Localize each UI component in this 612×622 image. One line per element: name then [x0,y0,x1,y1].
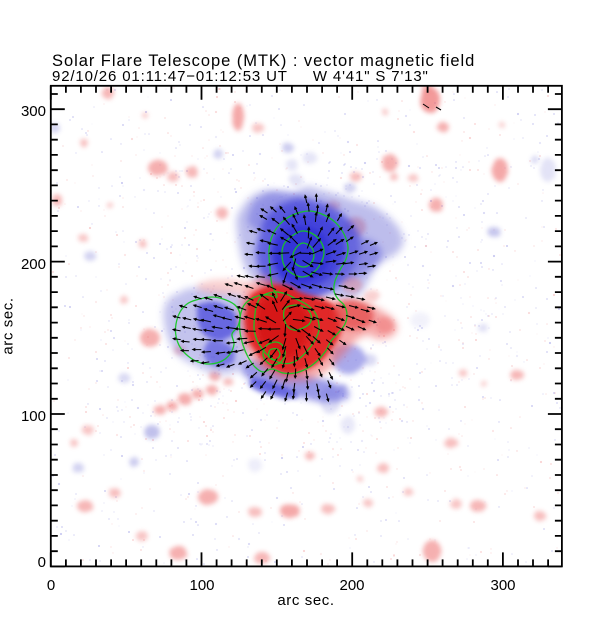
svg-text:Solar Flare Telescope (MTK) :: Solar Flare Telescope (MTK) : vector mag… [52,52,475,70]
svg-text:200: 200 [21,256,46,273]
svg-text:92/10/26 01:11:47−01:12:53 UT: 92/10/26 01:11:47−01:12:53 UT W 4'41" S … [52,68,429,85]
svg-text:arc sec.: arc sec. [0,297,17,354]
svg-text:0: 0 [38,554,46,571]
svg-text:0: 0 [47,577,55,594]
svg-text:100: 100 [21,408,46,425]
svg-text:200: 200 [339,577,364,594]
svg-text:300: 300 [21,103,46,120]
svg-text:arc sec.: arc sec. [277,592,334,609]
svg-text:100: 100 [189,577,214,594]
svg-text:300: 300 [490,577,515,594]
